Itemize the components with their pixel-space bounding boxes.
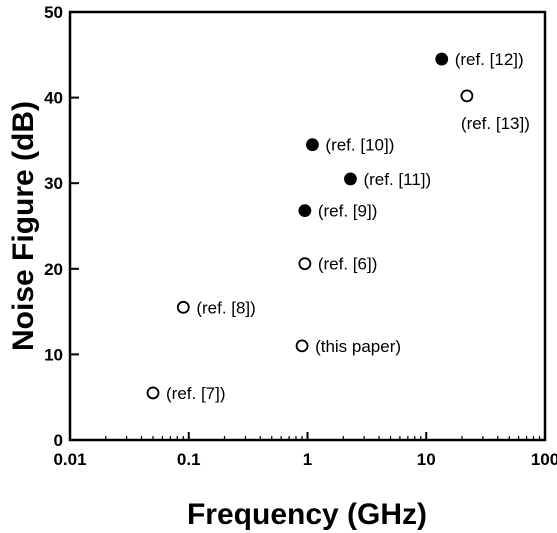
data-point-label: (ref. [13]) bbox=[461, 114, 530, 133]
open-data-point bbox=[298, 257, 312, 271]
data-point-label: (ref. [7]) bbox=[166, 384, 226, 403]
y-axis-ticks: 0 10 20 30 40 50 bbox=[44, 3, 79, 450]
x-tick-label: 1 bbox=[303, 450, 312, 469]
data-points: (ref. [12]) (ref. [13]) (ref. [10]) (ref. [… bbox=[146, 50, 530, 403]
y-tick-label: 30 bbox=[44, 174, 63, 193]
open-data-point bbox=[176, 300, 190, 314]
y-tick-label: 20 bbox=[44, 260, 63, 279]
data-point-label: (this paper) bbox=[315, 337, 401, 356]
plot-frame bbox=[68, 10, 547, 442]
filled-data-point bbox=[344, 172, 357, 186]
filled-data-point bbox=[435, 52, 449, 66]
data-point-label: (ref. [9]) bbox=[318, 202, 378, 221]
open-data-point bbox=[460, 89, 474, 103]
open-data-point bbox=[146, 386, 160, 400]
data-point-label: (ref. [11]) bbox=[363, 170, 431, 189]
y-tick-label: 50 bbox=[44, 3, 63, 22]
x-tick-label: 100 bbox=[531, 450, 557, 469]
data-point-label: (ref. [8]) bbox=[196, 298, 256, 317]
x-axis-ticks: 0.01 0.1 1 10 100 bbox=[53, 432, 557, 469]
y-tick-label: 40 bbox=[44, 89, 63, 108]
y-tick-label: 10 bbox=[44, 345, 63, 364]
filled-data-point bbox=[306, 138, 319, 152]
x-tick-label: 10 bbox=[417, 450, 436, 469]
filled-data-point bbox=[298, 204, 312, 217]
x-axis-title: Frequency (GHz) bbox=[187, 498, 427, 531]
data-point-label: (ref. [6]) bbox=[318, 255, 378, 274]
y-axis-title: Noise Figure (dB) bbox=[7, 101, 40, 351]
y-tick-label: 0 bbox=[54, 431, 63, 450]
data-point-label: (ref. [12]) bbox=[455, 50, 524, 69]
x-tick-label: 0.1 bbox=[177, 450, 201, 469]
data-point-label: (ref. [10]) bbox=[325, 136, 394, 155]
open-data-point bbox=[295, 339, 309, 353]
x-tick-label: 0.01 bbox=[53, 450, 86, 469]
